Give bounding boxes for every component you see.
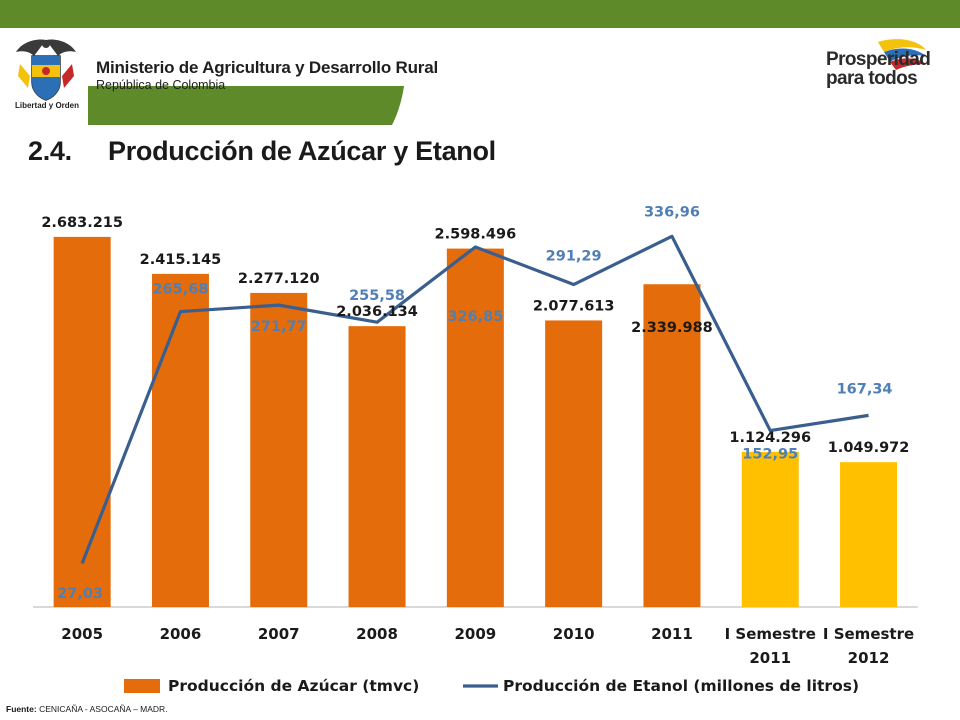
brand-line-2: para todos — [826, 68, 918, 89]
category-label-0-0: 2005 — [61, 625, 103, 643]
bar-value-label-5: 2.077.613 — [533, 298, 615, 314]
category-label-8-0: I Semestre — [823, 625, 914, 643]
bar-value-label-1: 2.415.145 — [140, 252, 222, 268]
source-text: CENICAÑA - ASOCAÑA – MADR. — [39, 704, 168, 714]
line-value-label-4: 326,85 — [447, 309, 503, 325]
slide-title: 2.4. Producción de Azúcar y Etanol — [28, 136, 496, 167]
line-value-label-8: 167,34 — [837, 381, 893, 397]
category-label-8-1: 2012 — [848, 649, 890, 667]
category-label-1-0: 2006 — [160, 625, 202, 643]
category-label-5-0: 2010 — [553, 625, 595, 643]
line-value-label-3: 255,58 — [349, 288, 405, 304]
legend-bar-label: Producción de Azúcar (tmvc) — [168, 677, 419, 695]
motto-text: Libertad y Orden — [14, 101, 79, 110]
bar-6 — [643, 284, 701, 607]
ministry-subtitle: República de Colombia — [96, 78, 226, 92]
bar-4 — [446, 248, 504, 607]
bar-5 — [545, 320, 603, 607]
legend-bar-swatch — [124, 679, 160, 693]
bar-value-label-2: 2.277.120 — [238, 271, 320, 287]
bar-0 — [53, 236, 111, 608]
line-value-label-5: 291,29 — [546, 249, 602, 265]
sugar-ethanol-chart: 2.683.215 2.415.145 2.277.120 2.036.134 2.59… — [33, 204, 918, 695]
prosperidad-logo: Prosperidad para todos — [826, 39, 931, 89]
category-label-7-1: 2011 — [749, 649, 791, 667]
bar-value-label-8: 1.049.972 — [828, 440, 910, 456]
category-label-3-0: 2008 — [356, 625, 398, 643]
category-label-7-0: I Semestre — [725, 625, 816, 643]
category-label-6-0: 2011 — [651, 625, 693, 643]
bar-value-label-7: 1.124.296 — [729, 430, 811, 446]
bar-value-label-3: 2.036.134 — [336, 304, 418, 320]
legend-line-label: Producción de Etanol (millones de litros… — [503, 677, 859, 695]
banner-shape — [0, 0, 960, 125]
line-value-label-7: 152,95 — [742, 447, 798, 463]
slide-title-text: Producción de Azúcar y Etanol — [108, 136, 496, 166]
line-value-label-0: 27,03 — [57, 586, 103, 602]
bar-1 — [151, 273, 209, 607]
brand-line-1: Prosperidad — [826, 49, 931, 70]
bar-2 — [250, 292, 308, 607]
bar-value-label-6: 2.339.988 — [631, 320, 713, 336]
header-banner: Libertad y Orden Ministerio de Agricultu… — [0, 0, 960, 125]
slide-number: 2.4. — [28, 136, 72, 166]
ethanol-line — [80, 234, 869, 565]
ministry-title-block: Ministerio de Agricultura y Desarrollo R… — [96, 58, 438, 92]
line-value-label-1: 265,68 — [152, 282, 208, 298]
bar-value-label-0: 2.683.215 — [41, 215, 123, 231]
category-label-2-0: 2007 — [258, 625, 300, 643]
ministry-name: Ministerio de Agricultura y Desarrollo R… — [96, 58, 438, 77]
line-value-label-6: 336,96 — [644, 204, 700, 220]
bar-value-label-4: 2.598.496 — [435, 227, 517, 243]
line-value-label-2: 271,77 — [251, 319, 307, 335]
bar-3 — [348, 326, 406, 607]
coat-of-arms-logo — [12, 36, 80, 120]
source-note: Fuente: CENICAÑA - ASOCAÑA – MADR. — [6, 704, 168, 714]
source-label: Fuente: — [6, 704, 37, 714]
category-label-4-0: 2009 — [454, 625, 496, 643]
brand-swoosh — [878, 39, 926, 70]
bar-7 — [741, 451, 799, 607]
bar-8 — [840, 462, 898, 607]
